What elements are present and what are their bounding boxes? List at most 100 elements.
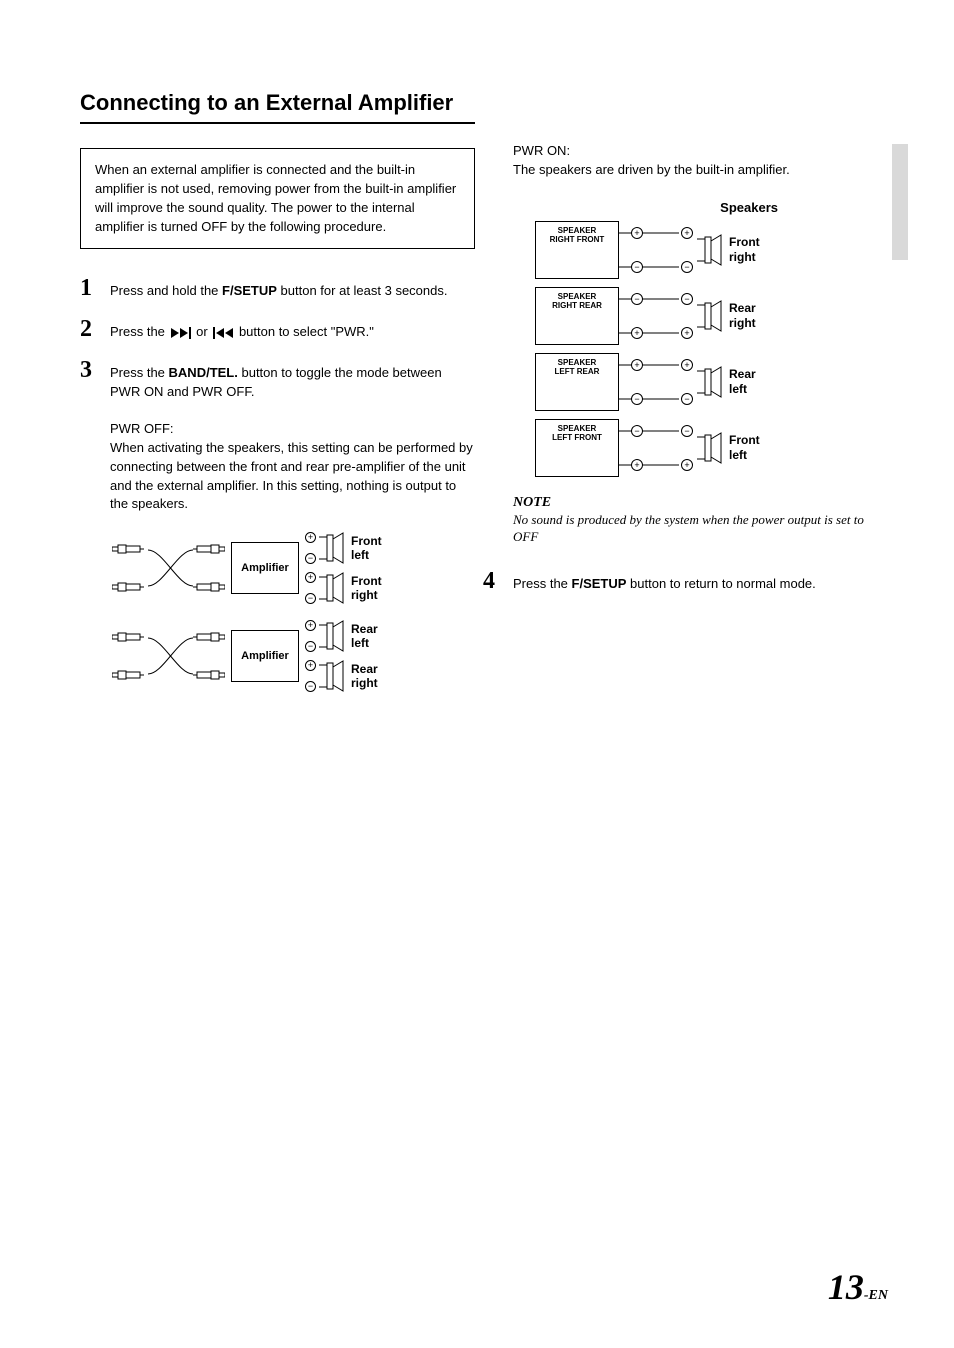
speaker-block: SPEAKERRIGHT FRONT + − + − Frontright [535,221,878,279]
svg-text:−: − [634,262,639,272]
speaker-name-box: SPEAKERRIGHT REAR [535,287,619,345]
amp-row-rear: Amplifier +− Rearleft +− Rearright [112,614,475,698]
pwr-off-text: When activating the speakers, this setti… [110,439,475,514]
intro-box: When an external amplifier is connected … [80,148,475,249]
pwr-on-text: The speakers are driven by the built-in … [513,161,878,180]
page-num-value: 13 [828,1267,864,1307]
amplifier-diagram: Amplifier + − Frontleft + − Frontright [112,526,475,698]
page-num-suffix: -EN [864,1288,888,1303]
rca-inputs [112,544,144,592]
speaker-icon [697,431,723,465]
rca-plug-icon [193,632,225,642]
cross-wires [148,628,193,684]
step-number: 4 [483,568,513,595]
page-number: 13-EN [828,1266,888,1308]
right-column: PWR ON: The speakers are driven by the b… [513,90,878,702]
polarity-plus-icon: + [305,572,316,583]
step-number: 2 [80,316,110,343]
svg-text:+: + [684,360,689,370]
speaker-name-box: SPEAKERLEFT REAR [535,353,619,411]
step-3: 3 Press the BAND/TEL. button to toggle t… [80,357,475,402]
step-1: 1 Press and hold the F/SETUP button for … [80,275,475,302]
svg-text:+: + [684,228,689,238]
svg-text:−: − [684,294,689,304]
step-number: 1 [80,275,110,302]
svg-text:+: + [684,460,689,470]
speaker-label: Frontleft [351,534,395,563]
speaker-icon [697,365,723,399]
rca-plug-icon [112,544,144,554]
speaker-outputs: +− Frontleft +− Frontright [305,528,395,608]
left-column: Connecting to an External Amplifier When… [80,90,475,702]
speaker-name-box: SPEAKERLEFT FRONT [535,419,619,477]
prev-track-icon [213,327,233,339]
cross-wires [148,540,193,596]
svg-text:+: + [634,360,639,370]
speaker-label: Frontright [351,574,395,603]
pwr-off-title: PWR OFF: [110,420,475,439]
button-name: F/SETUP [222,283,277,298]
polarity-minus-icon: − [305,553,316,564]
amplifier-box: Amplifier [231,542,299,594]
step-4: 4 Press the F/SETUP button to return to … [483,568,878,595]
svg-text:−: − [634,294,639,304]
text: button for at least 3 seconds. [277,283,448,298]
text: button to return to normal mode. [626,576,815,591]
wire-segment: − + [619,419,679,477]
amplifier-box: Amplifier [231,630,299,682]
step-2: 2 Press the or button to select "PWR." [80,316,475,343]
step-text: Press the BAND/TEL. button to toggle the… [110,360,475,402]
speaker-icon [319,619,345,653]
polarity-minus-icon: − [305,593,316,604]
text: button to select "PWR." [235,324,374,339]
rca-inputs [112,632,144,680]
amp-row-front: Amplifier +− Frontleft +− Frontright [112,526,475,610]
polarity-pair: + − [679,353,697,411]
speaker-icon [697,233,723,267]
side-tab [892,144,908,260]
note-title: NOTE [513,495,878,511]
rca-plug-icon [112,670,144,680]
text: Press the [110,324,169,339]
polarity-plus-icon: + [305,660,316,671]
step-text: Press and hold the F/SETUP button for at… [110,278,448,301]
rca-plug-icon [193,670,225,680]
pwr-on-title: PWR ON: [513,142,878,161]
rca-inputs [193,544,225,592]
speaker-label: Rearright [351,662,395,691]
step-text: Press the or button to select "PWR." [110,319,374,342]
polarity-minus-icon: − [305,681,316,692]
rca-plug-icon [193,582,225,592]
rca-plug-icon [112,632,144,642]
speaker-outputs: +− Rearleft +− Rearright [305,616,395,696]
svg-text:−: − [684,394,689,404]
svg-text:−: − [684,426,689,436]
speaker-label: Frontleft [729,433,773,462]
svg-text:+: + [634,460,639,470]
title-rule [80,122,475,124]
wire-segment: − + [619,287,679,345]
next-track-icon [171,327,191,339]
speaker-label: Rearleft [351,622,395,651]
speaker-block: SPEAKERRIGHT REAR − + − + Rearright [535,287,878,345]
text: Press the [110,365,169,380]
svg-text:−: − [634,394,639,404]
speaker-label: Rearleft [729,367,773,396]
pwr-on-block: PWR ON: The speakers are driven by the b… [513,142,878,180]
svg-text:−: − [634,426,639,436]
speaker-block: SPEAKERLEFT REAR + − + − Rearleft [535,353,878,411]
svg-text:+: + [634,228,639,238]
polarity-pair: − + [679,419,697,477]
text: Press and hold the [110,283,222,298]
svg-text:−: − [684,262,689,272]
speaker-blocks: SPEAKERRIGHT FRONT + − + − Frontright SP… [513,221,878,477]
speaker-label: Rearright [729,301,773,330]
button-name: F/SETUP [572,576,627,591]
wire-segment: + − [619,221,679,279]
note-text: No sound is produced by the system when … [513,511,878,546]
page-content: Connecting to an External Amplifier When… [0,0,954,702]
step-text: Press the F/SETUP button to return to no… [513,571,816,594]
speakers-heading: Speakers [513,200,878,215]
step-number: 3 [80,357,110,384]
polarity-plus-icon: + [305,620,316,631]
